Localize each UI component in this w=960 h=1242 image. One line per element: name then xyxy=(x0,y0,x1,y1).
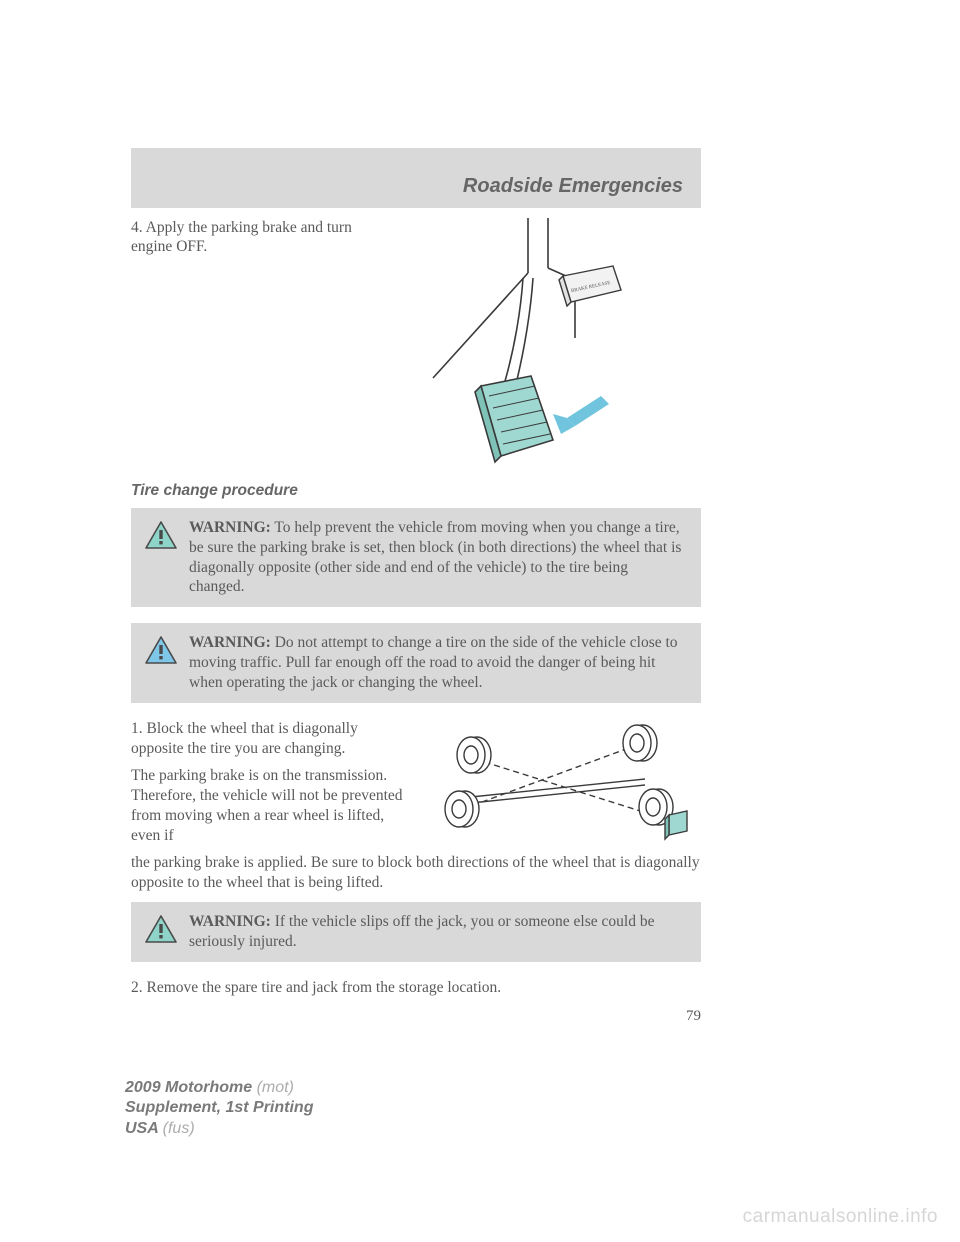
warning-label: WARNING: xyxy=(189,519,271,536)
step2-text: 2. Remove the spare tire and jack from t… xyxy=(131,978,701,998)
footer-supplement: Supplement, 1st Printing xyxy=(125,1099,313,1116)
page-header-title: Roadside Emergencies xyxy=(463,175,683,198)
watermark: carmanualsonline.info xyxy=(743,1206,938,1228)
warning-icon xyxy=(143,518,179,550)
warning-icon xyxy=(143,912,179,944)
step1-left-text: 1. Block the wheel that is diagonally op… xyxy=(131,719,409,849)
page-number: 79 xyxy=(686,1008,701,1025)
step1-b: The parking brake is on the transmission… xyxy=(131,766,409,845)
step1-a: 1. Block the wheel that is diagonally op… xyxy=(131,719,409,759)
warning-label: WARNING: xyxy=(189,634,271,651)
footer-model: 2009 Motorhome xyxy=(125,1079,257,1096)
step1-row: 1. Block the wheel that is diagonally op… xyxy=(131,719,701,849)
warning-text-2: WARNING: Do not attempt to change a tire… xyxy=(189,633,687,692)
section-subtitle: Tire change procedure xyxy=(131,482,701,500)
wheel-block-figure xyxy=(421,719,691,849)
footer-usa: USA xyxy=(125,1120,163,1137)
page-content: 4. Apply the parking brake and turn engi… xyxy=(131,218,701,1028)
warning-label: WARNING: xyxy=(189,913,271,930)
footer-fus: (fus) xyxy=(163,1120,195,1137)
warning-text-1: WARNING: To help prevent the vehicle fro… xyxy=(189,518,687,597)
step1-c: the parking brake is applied. Be sure to… xyxy=(131,853,701,893)
step4-row: 4. Apply the parking brake and turn engi… xyxy=(131,218,701,468)
step4-text: 4. Apply the parking brake and turn engi… xyxy=(131,218,391,468)
warning-box-2: WARNING: Do not attempt to change a tire… xyxy=(131,623,701,702)
parking-brake-figure: BRAKE RELEASE xyxy=(403,218,673,468)
warning-box-3: WARNING: If the vehicle slips off the ja… xyxy=(131,902,701,962)
warning-text-3: WARNING: If the vehicle slips off the ja… xyxy=(189,912,687,952)
page-header: Roadside Emergencies xyxy=(131,148,701,208)
footer: 2009 Motorhome (mot) Supplement, 1st Pri… xyxy=(125,1078,313,1140)
warning-icon xyxy=(143,633,179,665)
warning-box-1: WARNING: To help prevent the vehicle fro… xyxy=(131,508,701,607)
footer-mot: (mot) xyxy=(257,1079,294,1096)
